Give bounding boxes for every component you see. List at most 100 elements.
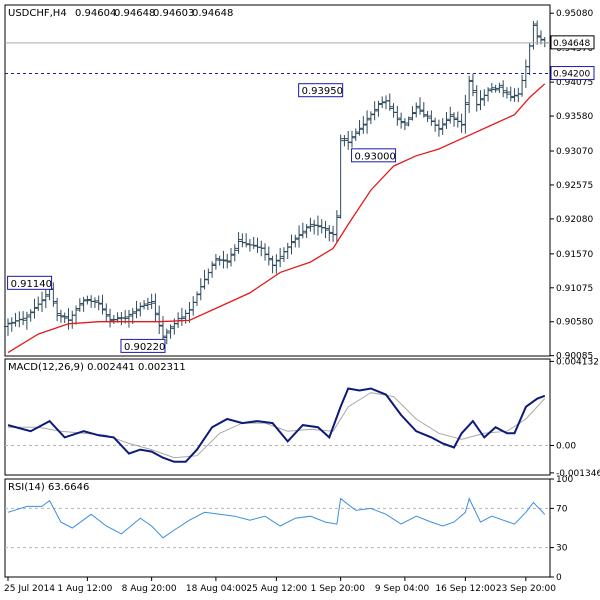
- x-tick-label: 25 Jul 2014: [4, 584, 55, 594]
- ohlc-bar: [363, 110, 372, 134]
- level-tag-box: [550, 66, 595, 81]
- y-tick-label: 70: [556, 504, 568, 514]
- ohlc-bar: [283, 242, 292, 259]
- price-panel: 0.91140 0.90220 0.93950 0.93000 USDCHF,H4 0…: [4, 4, 595, 362]
- ohlc-bar: [68, 310, 77, 329]
- ohlc-bar: [155, 305, 164, 334]
- ohlc-bar: [238, 233, 247, 248]
- y-tick-label: 0.92575: [556, 181, 593, 191]
- price-annotation: 0.91140: [7, 275, 53, 290]
- x-tick-label: 1 Aug 12:00: [57, 584, 112, 594]
- ohlc-bar: [366, 111, 375, 125]
- moving-average-line: [7, 83, 546, 354]
- ohlc-bar: [98, 294, 107, 315]
- ohlc-bar: [525, 42, 534, 76]
- ohlc-bar: [19, 311, 28, 326]
- ohlc-bar: [340, 135, 349, 147]
- ohlc-bar: [453, 111, 462, 128]
- ohlc-bar: [102, 303, 111, 322]
- ohlc-bar: [329, 225, 338, 242]
- ohlc-bar: [502, 87, 511, 99]
- ohlc-bar: [529, 20, 538, 50]
- ohlc-bar: [298, 222, 307, 239]
- macd-panel-frame: [4, 358, 551, 476]
- y-tick-label: 0.90085: [556, 352, 593, 362]
- ohlc-bar: [227, 247, 236, 267]
- x-tick-label: 25 Aug 12:00: [246, 584, 307, 594]
- ohlc-bar: [196, 278, 205, 301]
- ohlc-bar: [272, 254, 281, 274]
- ohlc-bar: [336, 134, 345, 219]
- ohlc-bar: [261, 243, 270, 261]
- ohlc-bar: [397, 112, 406, 129]
- ohlc-bar: [64, 308, 73, 330]
- ohlc-bar: [60, 312, 69, 324]
- ohlc-bar: [94, 295, 103, 311]
- ohlc-bar: [359, 116, 368, 134]
- price-annotation-label: 0.90220: [124, 342, 165, 353]
- ohlc-bar: [472, 85, 481, 112]
- rsi-y-axis: 100 70 30 0: [550, 475, 573, 583]
- ohlc-bar: [412, 102, 421, 118]
- price-panel-title: USDCHF,H4: [8, 8, 67, 19]
- ohlc-bar: [321, 220, 330, 239]
- ohlc-bar: [26, 309, 35, 322]
- price-y-axis: 0.950800.945700.940750.935800.930700.925…: [550, 9, 593, 362]
- current-price-tag: 0.94648: [550, 35, 595, 50]
- time-x-axis: 25 Jul 2014 1 Aug 12:00 8 Aug 20:00 18 Aug …: [4, 577, 556, 594]
- ohlc-bar: [540, 37, 549, 48]
- ohlc-bar: [11, 312, 20, 327]
- y-tick-label: 0.93580: [556, 112, 593, 122]
- ohlc-bar: [461, 94, 470, 134]
- ohlc-bar: [230, 244, 239, 262]
- rsi-panel: RSI(14) 63.6646 100 70 30 0: [4, 475, 573, 583]
- y-tick-label: 0.93070: [556, 147, 593, 157]
- ohlc-bar: [276, 247, 285, 268]
- ohlc-bar: [264, 246, 273, 266]
- ohlc-open: 0.94604: [75, 8, 116, 19]
- ohlc-bar: [151, 293, 160, 322]
- macd-panel-title: MACD(12,26,9) 0.002441 0.002311: [8, 362, 186, 373]
- ohlc-bar: [400, 118, 409, 131]
- y-tick-label: 0.91570: [556, 250, 593, 260]
- ohlc-bar: [22, 311, 31, 330]
- ohlc-bar: [90, 297, 99, 308]
- ohlc-bar: [416, 97, 425, 115]
- ohlc-bar: [306, 217, 315, 232]
- ohlc-bar: [389, 103, 398, 118]
- ohlc-bar: [124, 309, 133, 328]
- rsi-line: [7, 497, 546, 539]
- ohlc-bar: [177, 307, 186, 326]
- current-price-tag-box: [550, 35, 595, 50]
- y-tick-label: 0.90580: [556, 318, 593, 328]
- ohlc-bar: [393, 105, 402, 126]
- y-tick-label: 0.004132: [556, 357, 599, 367]
- ohlc-bar: [204, 268, 213, 285]
- ohlc-bar: [468, 73, 477, 97]
- price-annotation: 0.90220: [120, 338, 166, 353]
- ohlc-bar: [7, 317, 16, 332]
- x-tick-label: 16 Sep 12:00: [435, 584, 495, 594]
- y-tick-label: 0.00: [556, 441, 576, 451]
- macd-panel: MACD(12,26,9) 0.002441 0.002311 0.004132…: [4, 357, 600, 479]
- price-annotation: 0.93950: [298, 83, 344, 98]
- y-tick-label: 0.91075: [556, 284, 593, 294]
- y-tick-label: 0: [556, 573, 562, 583]
- ohlc-bar: [476, 90, 485, 111]
- ohlc-bar: [30, 298, 39, 319]
- price-annotation-label: 0.91140: [11, 279, 52, 290]
- ohlc-bar: [287, 234, 296, 255]
- price-annotation-label: 0.93950: [302, 86, 343, 97]
- ohlc-bar: [253, 237, 262, 253]
- price-annotations: 0.91140 0.90220 0.93950 0.93000: [7, 83, 397, 353]
- ohlc-bar: [41, 289, 50, 309]
- ohlc-bar: [38, 291, 47, 312]
- ohlc-bar: [499, 80, 508, 98]
- ohlc-bar: [242, 233, 251, 248]
- y-tick-label: 0.94075: [556, 78, 593, 88]
- ohlc-bar: [143, 297, 152, 311]
- ohlc-bar: [211, 254, 220, 270]
- ohlc-high: 0.94648: [114, 8, 155, 19]
- ohlc-bar: [514, 87, 523, 103]
